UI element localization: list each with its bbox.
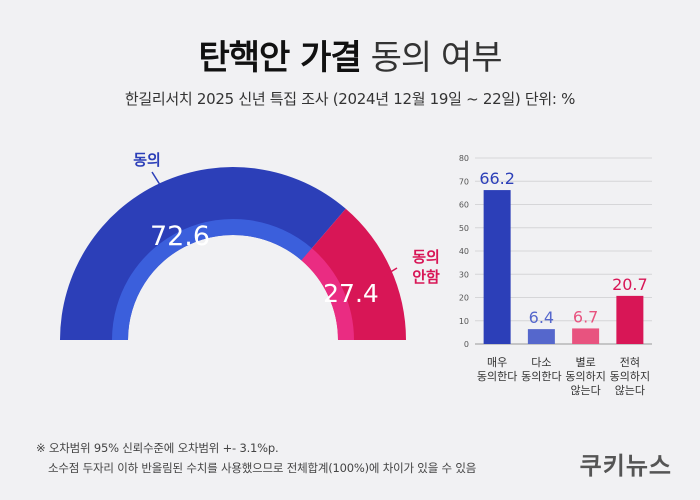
chart-title-bold: 탄핵안 가결 (198, 38, 362, 78)
donut-slice-inner-ring-1 (301, 248, 354, 340)
donut-value-0: 72.6 (150, 221, 210, 252)
donut-value-1: 27.4 (323, 279, 379, 308)
donut-label-0: 동의 (133, 151, 161, 169)
publisher-logo: 쿠키뉴스 (579, 452, 672, 480)
y-tick-label-8: 80 (459, 154, 469, 163)
bar-value-1: 6.4 (529, 308, 554, 327)
chart-subtitle: 한길리서치 2025 신년 특집 조사 (2024년 12월 19일 ~ 22일… (124, 90, 576, 108)
y-tick-label-0: 0 (464, 340, 469, 349)
x-tick-label-1: 다소 동의한다 (521, 356, 561, 383)
chart-title-light: 동의 여부 (370, 38, 503, 78)
footnote-margin-of-error: ※ 오차범위 95% 신뢰수준에 오차범위 +- 3.1%p. (36, 441, 279, 455)
bar-value-0: 66.2 (479, 169, 515, 188)
y-tick-label-3: 30 (459, 270, 469, 279)
y-tick-label-4: 40 (459, 247, 469, 256)
y-tick-label-5: 50 (459, 224, 469, 233)
x-tick-label-3: 전혀 동의하지 않는다 (610, 356, 650, 397)
chart-title: 탄핵안 가결 동의 여부 (0, 30, 700, 79)
bar-1 (527, 329, 555, 344)
y-tick-label-7: 70 (459, 177, 469, 186)
donut-leader-1 (383, 267, 398, 277)
donut-leader-0 (151, 171, 163, 189)
footnote-rounding: 소수점 두자리 이하 반올림된 수치를 사용했으므로 전체합계(100%)에 차… (48, 461, 477, 475)
bar-3 (616, 295, 644, 344)
donut-slice-1 (301, 208, 406, 340)
donut-label-1: 동의 안함 (412, 248, 440, 286)
x-tick-label-2: 별로 동의하지 않는다 (565, 356, 605, 397)
y-tick-label-1: 10 (459, 317, 469, 326)
x-tick-label-0: 매우 동의한다 (477, 356, 517, 383)
bar-value-2: 6.7 (573, 307, 598, 326)
bar-0 (483, 190, 511, 344)
bar-2 (572, 328, 600, 344)
donut-slice-inner-ring-0 (112, 218, 312, 340)
bar-value-3: 20.7 (612, 275, 648, 294)
y-tick-label-2: 20 (459, 294, 469, 303)
y-tick-label-6: 60 (459, 201, 469, 210)
